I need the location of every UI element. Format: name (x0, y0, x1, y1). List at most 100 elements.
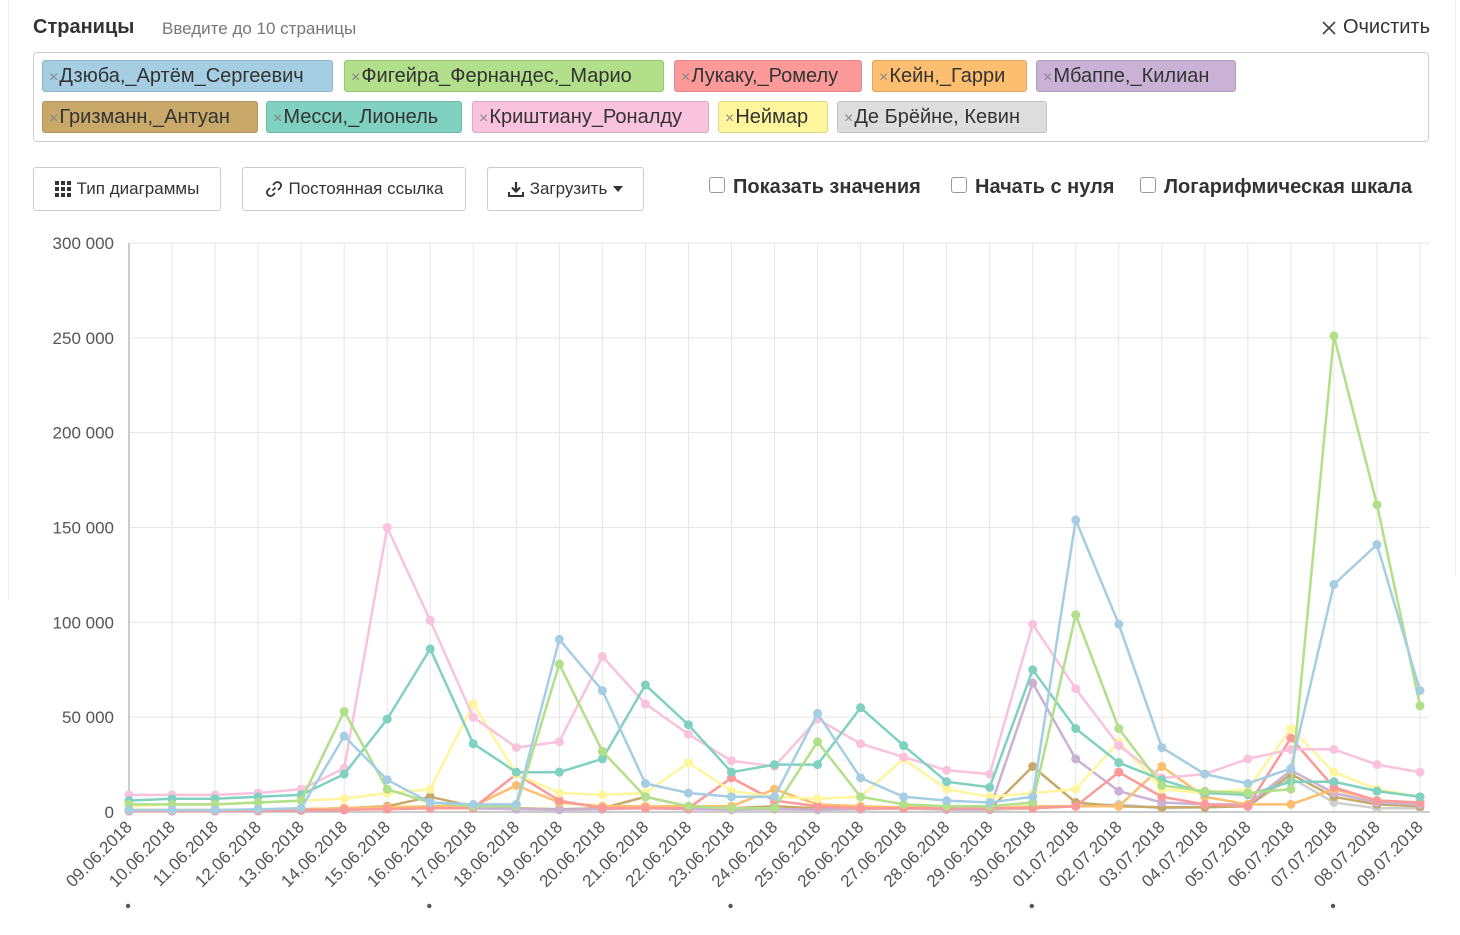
data-point (597, 651, 607, 661)
data-point (1028, 678, 1038, 688)
data-point (942, 784, 952, 794)
data-point (1028, 761, 1038, 771)
tag-de-bruyne[interactable]: ×Де Брёйне, Кевин (837, 101, 1047, 133)
data-point (1157, 743, 1167, 753)
data-point (1243, 754, 1253, 764)
remove-icon[interactable]: × (49, 69, 59, 86)
remove-icon[interactable]: × (844, 110, 854, 127)
data-point (1286, 784, 1296, 794)
data-point (253, 798, 263, 808)
tag-neymar[interactable]: ×Неймар (718, 101, 828, 133)
data-point (1243, 788, 1253, 798)
start-zero-toggle[interactable]: Начать с нуля (951, 176, 1114, 199)
data-point (942, 796, 952, 806)
data-point (554, 805, 564, 815)
tag-messi[interactable]: ×Месси,_Лионель (266, 101, 462, 133)
tag-label: Неймар (735, 106, 809, 128)
show-values-checkbox[interactable] (709, 176, 725, 193)
chart-type-button[interactable]: Тип диаграммы (33, 167, 221, 211)
tag-kane[interactable]: ×Кейн,_Гарри (872, 60, 1027, 92)
data-point (597, 754, 607, 764)
y-tick-label: 100 000 (53, 613, 114, 632)
data-point (339, 769, 349, 779)
data-point (813, 794, 823, 804)
data-point (253, 804, 263, 814)
remove-icon[interactable]: × (1043, 69, 1053, 86)
start-zero-label: Начать с нуля (975, 176, 1115, 198)
data-point (1028, 619, 1038, 629)
data-point (899, 792, 909, 802)
start-zero-checkbox[interactable] (951, 176, 967, 193)
data-point (382, 784, 392, 794)
remove-icon[interactable]: × (879, 69, 889, 86)
show-values-toggle[interactable]: Показать значения (709, 176, 921, 199)
data-point (1114, 741, 1124, 751)
data-point (597, 686, 607, 696)
weekend-marker (427, 903, 432, 909)
data-point (1200, 769, 1210, 779)
permalink-label: Постоянная ссылка (288, 179, 444, 198)
data-point (1372, 540, 1382, 550)
remove-icon[interactable]: × (273, 110, 283, 127)
data-point (1114, 758, 1124, 768)
data-point (1114, 724, 1124, 734)
permalink-button[interactable]: Постоянная ссылка (242, 167, 466, 211)
remove-icon[interactable]: × (49, 110, 59, 127)
remove-icon[interactable]: × (725, 110, 735, 127)
log-scale-toggle[interactable]: Логарифмическая шкала (1140, 176, 1412, 199)
weekend-marker (728, 903, 733, 909)
caret-down-icon (613, 186, 624, 192)
data-point (597, 790, 607, 800)
data-point (683, 801, 693, 811)
pages-tag-input[interactable]: ×Дзюба,_Артём_Сергеевич ×Фигейра_Фернанд… (33, 52, 1429, 142)
y-tick-label: 200 000 (53, 424, 114, 443)
grid-icon (54, 181, 71, 197)
download-button[interactable]: Загрузить (487, 167, 644, 211)
data-point (985, 769, 995, 779)
tag-griezmann[interactable]: ×Гризманн,_Антуан (42, 101, 258, 133)
tag-lukaku[interactable]: ×Лукаку,_Ромелу (674, 60, 862, 92)
data-point (124, 805, 134, 815)
log-scale-checkbox[interactable] (1140, 176, 1156, 193)
data-point (1028, 792, 1038, 802)
data-point (770, 803, 779, 813)
remove-icon[interactable]: × (479, 110, 489, 127)
tag-pepe[interactable]: ×Фигейра_Фернандес,_Марио (344, 60, 664, 92)
data-point (1415, 686, 1425, 696)
data-point (511, 743, 521, 753)
data-point (640, 680, 650, 690)
clear-button[interactable]: Очистить (1321, 16, 1430, 39)
data-point (683, 788, 693, 798)
chart-type-label: Тип диаграммы (76, 179, 200, 198)
tag-label: Дзюба,_Артём_Сергеевич (59, 65, 304, 87)
right-border (1455, 0, 1456, 575)
data-point (554, 788, 564, 798)
tag-ronaldo[interactable]: ×Криштиану_Роналду (472, 101, 709, 133)
data-point (1286, 733, 1296, 743)
weekend-marker (1330, 903, 1336, 909)
weekend-marker (1029, 903, 1034, 909)
data-point (856, 703, 866, 713)
data-point (985, 798, 995, 808)
data-point (1415, 701, 1425, 711)
data-point (1157, 792, 1167, 802)
tag-mbappe[interactable]: ×Мбаппе,_Килиан (1036, 60, 1236, 92)
data-point (1372, 500, 1382, 510)
data-point (468, 739, 478, 749)
log-scale-label: Логарифмическая шкала (1164, 176, 1413, 198)
remove-icon[interactable]: × (681, 69, 691, 86)
close-icon (1322, 20, 1336, 35)
data-point (468, 799, 478, 809)
remove-icon[interactable]: × (351, 69, 361, 86)
data-point (899, 741, 909, 751)
pages-input-hint[interactable]: Введите до 10 страницы (162, 19, 357, 38)
data-point (813, 801, 823, 811)
data-point (511, 767, 521, 777)
download-icon (507, 182, 524, 197)
data-point (339, 706, 349, 716)
data-point (339, 805, 349, 815)
data-point (1286, 763, 1296, 773)
y-tick-label: 150 000 (53, 519, 114, 538)
tag-dzyuba[interactable]: ×Дзюба,_Артём_Сергеевич (42, 60, 333, 92)
